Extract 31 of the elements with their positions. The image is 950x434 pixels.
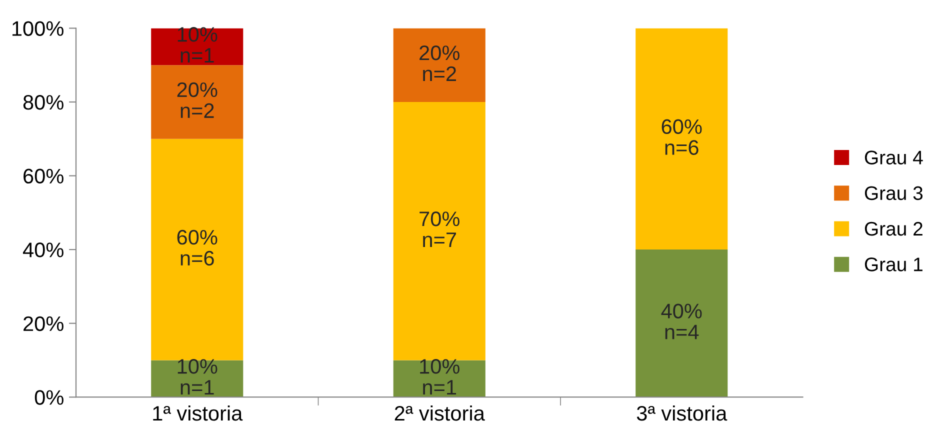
bar xyxy=(636,28,728,250)
bar xyxy=(636,250,728,398)
data-label: 10% n=1 xyxy=(178,359,218,395)
x-tick-label: 3ª vistoria xyxy=(636,405,728,421)
data-label: 40% n=4 xyxy=(661,304,702,340)
data-label: 20% n=2 xyxy=(420,45,460,81)
y-tick-label: 60% xyxy=(24,168,64,184)
bar xyxy=(151,28,244,66)
legend-label: Grau 2 xyxy=(864,222,922,236)
y-tick-label: 40% xyxy=(22,242,64,258)
y-tick-label: 80% xyxy=(23,94,64,110)
bar xyxy=(151,138,244,360)
data-label: 60% n=6 xyxy=(662,119,702,155)
bar xyxy=(393,102,486,360)
legend-label: Grau 4 xyxy=(864,150,923,164)
data-label: 60% n=6 xyxy=(177,230,218,266)
y-tick-label: 100% xyxy=(12,21,64,36)
bar xyxy=(151,65,244,139)
data-label: 20% n=2 xyxy=(177,82,218,118)
data-label: 10% n=1 xyxy=(420,359,460,395)
legend-label: Grau 3 xyxy=(864,186,923,200)
bar xyxy=(151,360,244,398)
data-label: 10% n=1 xyxy=(178,27,218,63)
y-tick-label: 0% xyxy=(34,390,64,405)
bar xyxy=(393,360,486,398)
data-label: 70% n=7 xyxy=(420,211,460,247)
legend-label: Grau 1 xyxy=(864,258,922,272)
y-tick-label: 20% xyxy=(24,316,64,332)
x-tick-label: 2ª vistoria xyxy=(394,405,485,421)
bar xyxy=(393,28,486,102)
x-tick-label: 1ª vistoria xyxy=(153,405,243,421)
